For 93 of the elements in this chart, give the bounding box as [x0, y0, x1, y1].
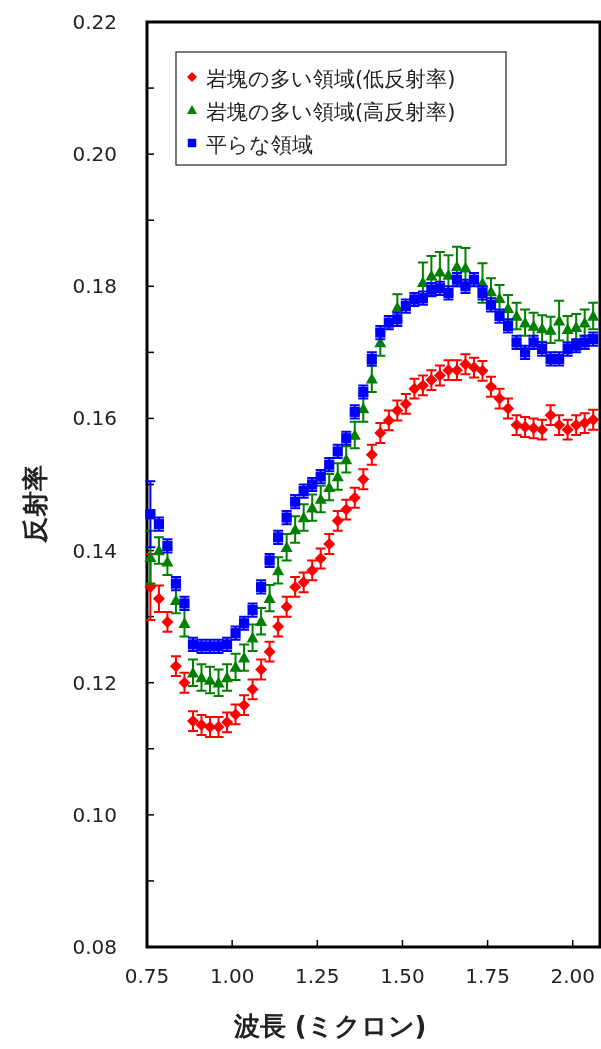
legend-label: 岩塊の多い領域(低反射率): [206, 67, 456, 91]
point: [578, 316, 591, 328]
point: [502, 402, 515, 415]
point: [450, 260, 463, 272]
point: [561, 423, 574, 436]
point: [255, 615, 268, 627]
point: [169, 660, 182, 673]
point: [467, 361, 480, 374]
point: [195, 671, 208, 683]
point: [374, 426, 387, 439]
point: [510, 419, 523, 432]
point: [238, 651, 251, 663]
point: [195, 719, 208, 731]
y-tick-label: 0.08: [72, 935, 117, 959]
point: [391, 301, 404, 313]
x-tick-label: 1.00: [209, 964, 255, 988]
point: [297, 576, 310, 589]
y-tick-label: 0.20: [72, 142, 117, 167]
point: [161, 555, 174, 567]
y-tick-label: 0.12: [72, 670, 117, 695]
point: [161, 615, 174, 628]
point: [459, 261, 472, 273]
point: [331, 514, 344, 527]
point: [382, 414, 395, 427]
y-tick-label: 0.22: [72, 10, 117, 34]
point: [212, 676, 225, 688]
point: [365, 448, 378, 461]
point: [493, 392, 506, 405]
point: [229, 708, 242, 721]
point: [544, 409, 557, 422]
y-tick-label: 0.10: [72, 802, 117, 827]
x-tick-label: 1.75: [465, 964, 510, 988]
point: [527, 422, 540, 435]
legend-label: 岩塊の多い領域(高反射率): [206, 100, 456, 124]
point: [536, 423, 549, 436]
y-tick-label: 0.18: [72, 274, 117, 299]
point: [433, 369, 446, 382]
point: [348, 491, 361, 504]
point: [459, 358, 472, 371]
x-axis-title: 波長 (ミクロン): [232, 1011, 427, 1041]
point: [272, 564, 285, 576]
point: [238, 699, 251, 712]
point: [246, 683, 259, 696]
point: [587, 413, 600, 426]
point: [178, 676, 191, 689]
point: [578, 417, 591, 430]
point: [357, 473, 370, 486]
point: [425, 269, 438, 281]
point: [280, 541, 293, 553]
point: [485, 380, 498, 393]
point: [570, 419, 583, 432]
point: [263, 592, 276, 603]
point: [289, 580, 302, 593]
point: [570, 321, 583, 333]
point: [365, 372, 378, 384]
point: [340, 453, 353, 465]
point: [561, 323, 574, 335]
y-tick-label: 0.14: [72, 538, 117, 563]
point: [476, 364, 489, 377]
x-tick-label: 1.25: [295, 964, 340, 988]
legend-label: 平らな領域: [206, 133, 313, 157]
point: [391, 404, 404, 417]
point: [280, 600, 293, 613]
point: [229, 660, 242, 672]
point: [340, 503, 353, 516]
point: [510, 310, 523, 321]
point: [263, 645, 276, 658]
x-tick-label: 0.75: [124, 964, 170, 988]
point: [587, 310, 600, 321]
point: [272, 620, 285, 633]
point: [255, 663, 268, 676]
point: [314, 552, 327, 565]
point: [246, 631, 259, 643]
point: [178, 617, 191, 629]
point: [306, 564, 319, 577]
y-axis-title: 反射率: [20, 465, 50, 545]
x-tick-label: 2.00: [550, 964, 596, 988]
point: [553, 314, 566, 326]
x-tick-label: 1.50: [380, 964, 425, 988]
point: [553, 419, 566, 432]
point: [416, 379, 429, 392]
point: [433, 265, 446, 277]
point: [408, 382, 421, 395]
y-tick-label: 0.16: [72, 406, 117, 431]
point: [425, 374, 438, 387]
point: [331, 470, 344, 482]
point: [323, 537, 336, 550]
point: [399, 397, 412, 410]
point: [221, 716, 234, 729]
point: [289, 523, 302, 535]
point: [323, 481, 336, 492]
point: [519, 316, 532, 328]
point: [314, 493, 327, 504]
